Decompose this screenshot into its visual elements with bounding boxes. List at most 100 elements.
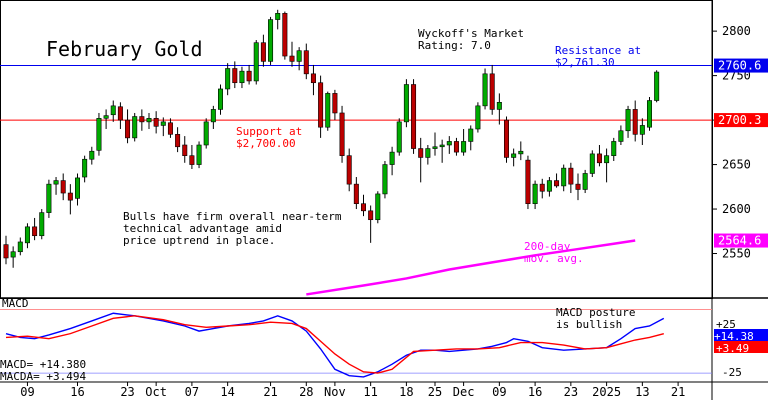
- candle-down: [411, 84, 417, 149]
- x-tick-label: 21: [671, 385, 685, 399]
- candle-up: [268, 19, 274, 62]
- candle-up: [482, 73, 488, 107]
- candle-up: [253, 42, 259, 82]
- candle-down: [346, 155, 352, 185]
- candle-up: [75, 177, 81, 199]
- candle-up: [532, 183, 538, 205]
- candle-up: [24, 226, 30, 244]
- candle-up: [518, 150, 524, 155]
- x-tick-label: 18: [399, 385, 413, 399]
- candle-down: [360, 203, 366, 212]
- candle-up: [561, 167, 567, 187]
- candle-down: [596, 153, 602, 164]
- x-tick-label: 25: [428, 385, 442, 399]
- candle-up: [639, 125, 645, 135]
- x-tick-label: 09: [492, 385, 506, 399]
- candle-up: [425, 148, 431, 158]
- candle-down: [503, 119, 509, 158]
- candle-up: [160, 121, 166, 126]
- candle-up: [654, 71, 660, 101]
- x-tick-label: 14: [220, 385, 234, 399]
- candle-down: [117, 106, 123, 121]
- candle-down: [418, 148, 424, 158]
- candle-up: [325, 93, 331, 128]
- candle-down: [167, 122, 173, 135]
- candle-down: [368, 210, 374, 221]
- support-annotation: Support at $2,700.00: [236, 125, 302, 150]
- candle-up: [296, 50, 302, 62]
- moving-average-axis-badge: [714, 233, 768, 248]
- candle-up: [582, 173, 588, 190]
- candle-up: [546, 180, 552, 192]
- x-tick-label: 07: [185, 385, 199, 399]
- candle-down: [303, 50, 309, 75]
- y-tick-label: 2600: [722, 202, 751, 216]
- candle-down: [125, 119, 131, 139]
- candle-up: [17, 241, 23, 253]
- x-tick-label: 2025: [592, 385, 621, 399]
- x-tick-label: 23: [120, 385, 134, 399]
- candle-down: [139, 116, 145, 123]
- candle-down: [3, 244, 9, 259]
- candle-down: [32, 226, 38, 237]
- macd-tick-label: +25: [716, 318, 736, 331]
- candle-down: [525, 159, 531, 205]
- macd-title: MACD: [2, 297, 29, 310]
- x-tick-label: 16: [70, 385, 84, 399]
- candle-up: [10, 251, 16, 258]
- candle-up: [239, 70, 245, 84]
- candle-down: [246, 70, 252, 82]
- candle-down: [60, 180, 66, 194]
- candle-up: [39, 212, 45, 237]
- candle-down: [568, 167, 574, 185]
- support-axis-label: 2700.3: [718, 113, 761, 127]
- macda-value-label: +3.49: [716, 342, 749, 355]
- candle-up: [82, 158, 88, 178]
- candle-up: [439, 144, 445, 148]
- candle-down: [232, 68, 238, 84]
- candle-up: [103, 115, 109, 119]
- candle-up: [275, 13, 281, 20]
- candle-up: [110, 105, 116, 116]
- candle-up: [475, 105, 481, 130]
- x-tick-label: 28: [299, 385, 313, 399]
- macda-value-badge: [714, 341, 768, 353]
- candle-down: [539, 183, 545, 192]
- candle-up: [389, 151, 395, 165]
- candle-down: [489, 73, 495, 110]
- candle-up: [511, 153, 517, 158]
- candle-up: [618, 130, 624, 142]
- candle-down: [575, 183, 581, 190]
- x-tick-label: 09: [20, 385, 34, 399]
- x-tick-label: 23: [564, 385, 578, 399]
- chart-title: February Gold: [46, 37, 203, 61]
- chart-subtitle: Wyckoff's Market Rating: 7.0: [418, 27, 524, 52]
- macd-readout: MACD= +14.380: [0, 358, 86, 371]
- y-tick-label: 2550: [722, 247, 751, 261]
- candle-up: [146, 118, 152, 123]
- candle-up: [132, 116, 138, 139]
- candle-up: [625, 109, 631, 132]
- candle-down: [189, 155, 195, 165]
- candle-down: [153, 118, 159, 127]
- candle-up: [461, 141, 467, 153]
- candle-up: [53, 180, 59, 185]
- x-tick-label: Dec: [453, 385, 475, 399]
- y-tick-label: 2650: [722, 158, 751, 172]
- candle-up: [196, 144, 202, 165]
- candle-down: [175, 134, 181, 148]
- candle-up: [611, 141, 617, 156]
- x-tick-label: 13: [635, 385, 649, 399]
- candle-up: [468, 128, 474, 142]
- candle-up: [225, 68, 231, 90]
- candle-down: [260, 42, 266, 62]
- resistance-axis-label: 2760.6: [718, 59, 761, 73]
- candle-down: [353, 183, 359, 205]
- candle-down: [289, 55, 295, 62]
- candle-down: [310, 73, 316, 84]
- x-tick-label: 11: [363, 385, 377, 399]
- macda-readout: MACDA= +3.494: [0, 370, 86, 383]
- candle-down: [182, 144, 188, 156]
- candle-up: [46, 183, 52, 213]
- candle-up: [589, 153, 595, 174]
